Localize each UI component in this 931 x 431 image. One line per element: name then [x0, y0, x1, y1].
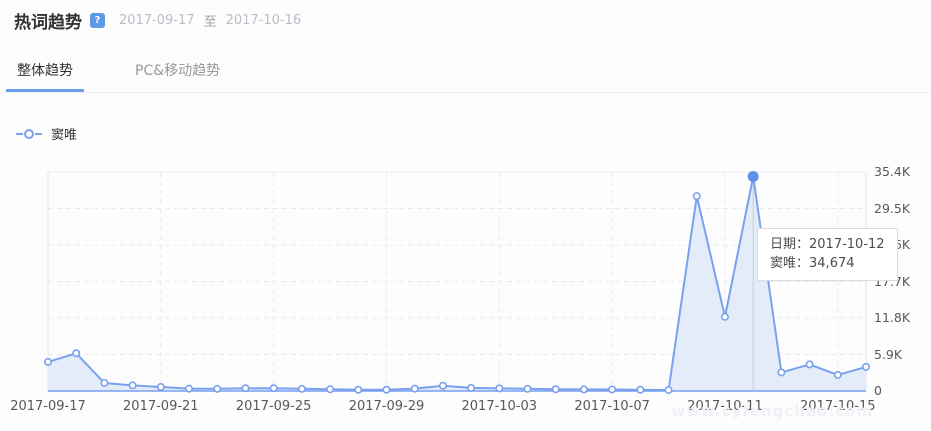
x-axis-label: 2017-09-25: [235, 399, 312, 414]
date-end: 2017-10-16: [225, 13, 302, 28]
y-axis-label: 0: [874, 383, 882, 398]
help-icon[interactable]: ?: [90, 13, 105, 28]
x-axis-label: 2017-10-07: [574, 399, 650, 414]
y-axis-label: 11.8K: [874, 310, 911, 325]
x-axis-label: 2017-10-11: [687, 399, 763, 414]
tab-bar: 整体趋势 PC&移动趋势: [0, 56, 931, 93]
watermark: www.cyfengchao.com: [671, 402, 873, 420]
y-axis-label: 29.5K: [874, 200, 911, 216]
y-axis-label: 35.4K: [874, 164, 911, 179]
x-axis-label: 2017-10-15: [800, 399, 876, 414]
date-separator: 至: [203, 15, 217, 30]
tooltip-date-row: 日期：2017-10-12: [770, 235, 885, 254]
x-axis-label: 2017-10-03: [461, 399, 538, 414]
tooltip-series-value: 34,674: [809, 256, 855, 271]
legend-series-label: 窦唯: [51, 128, 78, 143]
tab-pc-mobile-trend[interactable]: PC&移动趋势: [135, 63, 221, 79]
chart-legend[interactable]: 窦唯: [16, 124, 77, 143]
y-axis-label: 5.9K: [874, 346, 903, 362]
page-title: 热词趋势: [14, 13, 82, 33]
x-axis-label: 2017-09-17: [10, 399, 86, 414]
chart-tooltip: 日期：2017-10-12 窦唯：34,674: [757, 228, 898, 281]
date-range: 2017-09-17 至 2017-10-16: [119, 11, 301, 30]
x-axis-label: 2017-09-21: [123, 399, 199, 414]
line-series-marker-icon: [16, 128, 42, 139]
x-axis-label: 2017-09-29: [348, 399, 425, 414]
header: 热词趋势 ? 2017-09-17 至 2017-10-16: [14, 8, 301, 33]
tooltip-series-row: 窦唯：34,674: [770, 254, 885, 273]
date-start: 2017-09-17: [119, 13, 195, 28]
tooltip-series-label: 窦唯：: [770, 256, 810, 271]
tooltip-date-value: 2017-10-12: [809, 237, 885, 252]
tooltip-date-label: 日期：: [770, 237, 810, 252]
tab-overall-trend[interactable]: 整体趋势: [6, 56, 84, 92]
